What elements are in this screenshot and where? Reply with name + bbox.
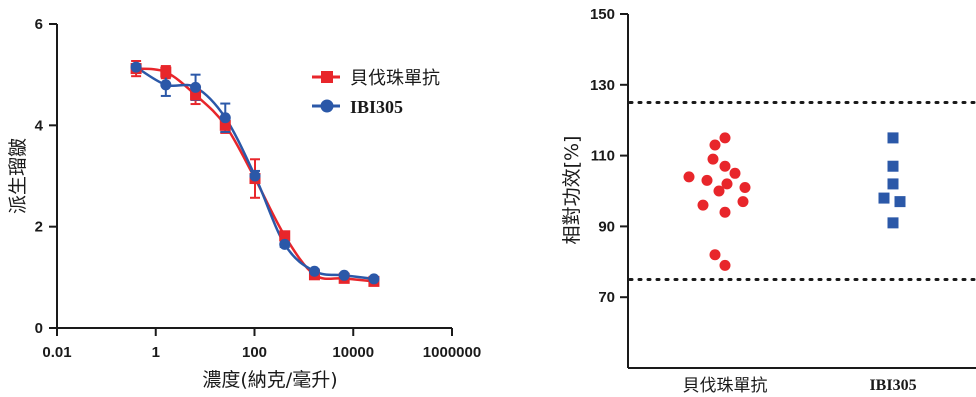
data-point-series-1 [729,167,741,179]
dose-response-chart: 0 2 4 6 0.01 1 100 10000 1000000 濃度(納克/毫升) 派生瑠皺… [7,16,481,391]
data-point-series-1 [160,66,172,78]
y-tick-label: 4 [35,117,44,134]
data-point-series-1 [697,199,709,211]
data-point-series-2 [887,217,899,229]
y-tick-label: 90 [598,218,615,235]
data-point-series-2 [279,238,291,250]
reference-lines [628,101,976,281]
data-point-series-2 [338,269,350,281]
x-tick-label: 0.01 [42,344,71,361]
y-axis-title: 相對功效[%] [561,136,583,245]
y-tick-label: 0 [35,320,43,337]
y-tick-label: 70 [598,289,615,306]
data-point-series-2 [878,192,890,204]
data-point-series-1 [683,171,695,183]
y-axis-ticks: 70 90 110 130 150 [590,6,628,306]
data-points [683,132,906,271]
data-point-series-1 [713,185,725,197]
data-point-series-2 [249,170,261,182]
data-point-series-2 [190,81,202,93]
data-point-series-1 [719,259,731,271]
x-tick-label: 10000 [332,344,374,361]
category-label-1: 貝伐珠單抗 [683,376,768,396]
category-labels: 貝伐珠單抗 IBI305 [683,376,917,396]
data-point-series-1 [701,174,713,186]
x-axis-ticks: 0.01 1 100 10000 1000000 [42,328,481,361]
y-tick-label: 6 [35,16,43,33]
data-point-series-2 [368,273,380,285]
data-point-series-1 [721,178,733,190]
data-point-series-1 [190,89,202,101]
relative-potency-chart: 70 90 110 130 150 貝伐珠單抗 IBI305 相對功效[%] [561,6,976,396]
x-tick-label: 1 [152,344,160,361]
data-point-series-1 [709,139,721,151]
legend-item-series-1: 貝伐珠單抗 [312,68,440,89]
y-tick-label: 2 [35,219,43,236]
y-tick-label: 150 [590,6,615,23]
data-point-series-1 [219,119,231,131]
x-tick-label: 100 [242,344,267,361]
data-point-series-1 [739,181,751,193]
data-points [130,61,380,287]
y-tick-label: 110 [591,148,615,165]
data-point-series-2 [219,112,231,124]
legend-marker-series-2 [320,99,334,113]
data-point-series-2 [308,265,320,277]
legend-label-series-2: IBI305 [350,97,403,117]
data-point-series-1 [719,160,731,172]
data-point-series-2 [130,61,142,73]
data-point-series-1 [709,249,721,261]
data-point-series-2 [887,132,899,144]
y-axis-title: 派生瑠皺 [7,138,29,214]
y-tick-label: 130 [590,77,615,94]
legend-marker-series-1 [321,71,333,83]
x-axis-title: 濃度(納克/毫升) [202,369,337,391]
data-point-series-1 [279,230,291,242]
legend-item-series-2: IBI305 [312,97,403,117]
data-point-series-1 [719,132,731,144]
x-tick-label: 1000000 [423,344,481,361]
data-point-series-2 [160,79,172,91]
legend: 貝伐珠單抗 IBI305 [312,68,440,117]
data-point-series-2 [887,178,899,190]
y-axis-ticks: 0 2 4 6 [35,16,57,337]
data-point-series-2 [887,160,899,172]
category-label-2: IBI305 [869,377,916,394]
data-point-series-1 [737,196,749,208]
data-point-series-1 [707,153,719,165]
data-point-series-2 [894,196,906,208]
data-point-series-1 [719,206,731,218]
legend-label-series-1: 貝伐珠單抗 [350,68,440,89]
